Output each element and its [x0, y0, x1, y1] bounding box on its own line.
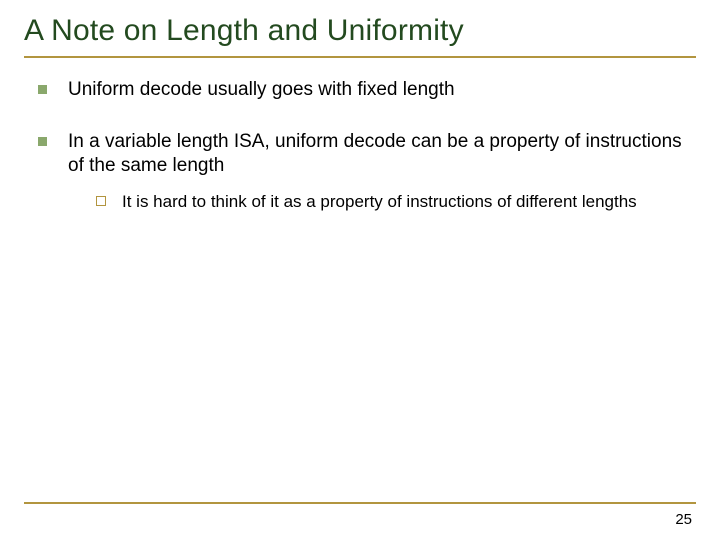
- sub-bullet-text: It is hard to think of it as a property …: [122, 192, 637, 211]
- sub-bullet-item: It is hard to think of it as a property …: [96, 191, 696, 212]
- slide: A Note on Length and Uniformity Uniform …: [0, 0, 720, 540]
- bullet-text: In a variable length ISA, uniform decode…: [68, 131, 682, 176]
- page-number: 25: [675, 511, 692, 528]
- bullet-item: Uniform decode usually goes with fixed l…: [38, 78, 696, 102]
- title-underline: [24, 56, 696, 58]
- bullet-text: Uniform decode usually goes with fixed l…: [68, 79, 455, 100]
- footer-underline: [24, 502, 696, 504]
- bullet-list: Uniform decode usually goes with fixed l…: [24, 78, 696, 213]
- slide-title: A Note on Length and Uniformity: [24, 14, 696, 54]
- bullet-item: In a variable length ISA, uniform decode…: [38, 130, 696, 213]
- sub-bullet-list: It is hard to think of it as a property …: [68, 191, 696, 212]
